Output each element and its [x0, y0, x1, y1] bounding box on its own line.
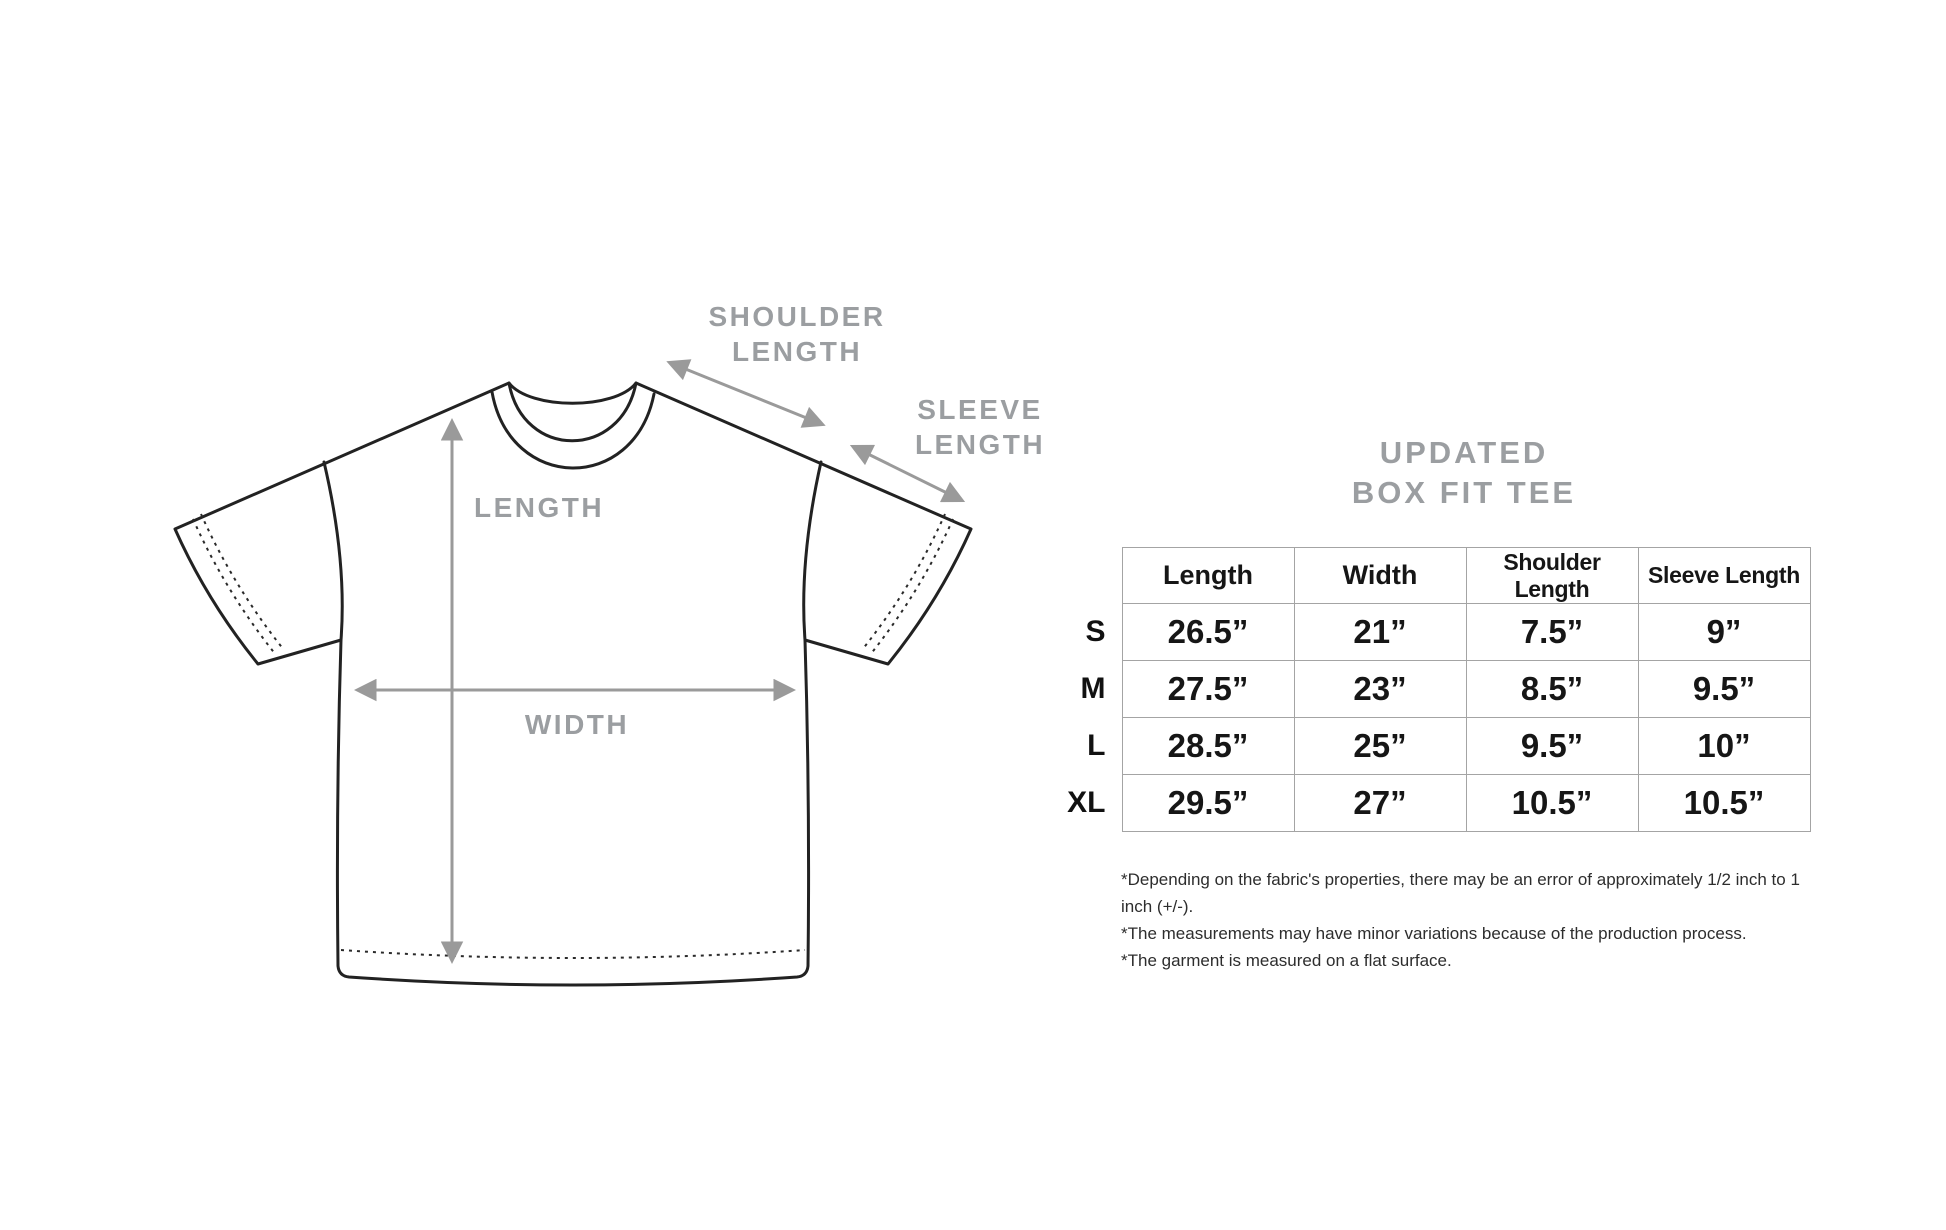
table-row-xl: XL 29.5” 27” 10.5” 10.5” — [1048, 774, 1811, 832]
chart-title-line1: UPDATED — [1379, 435, 1549, 470]
sleeve-length-label: SLEEVE LENGTH — [914, 394, 1046, 460]
col-header-sleeve-length: Sleeve Length — [1637, 547, 1811, 604]
footnote-flat-surface: *The garment is measured on a flat surfa… — [1121, 951, 1452, 970]
length-label: LENGTH — [474, 492, 605, 523]
sleeve-length-arrow — [849, 444, 966, 503]
cell-width: 25” — [1293, 717, 1467, 775]
cell-shoulder-length: 10.5” — [1465, 774, 1639, 832]
footnote-tolerance: *Depending on the fabric's properties, t… — [1121, 870, 1800, 916]
cell-sleeve-length: 9” — [1637, 603, 1811, 661]
cell-sleeve-length: 10” — [1637, 717, 1811, 775]
cell-length: 28.5” — [1121, 717, 1295, 775]
width-label: WIDTH — [524, 709, 630, 740]
size-label: S — [1085, 615, 1106, 648]
cell-sleeve-length: 9.5” — [1637, 660, 1811, 718]
header-row: Length Width Shoulder Length Sleeve Leng… — [1048, 547, 1811, 604]
chart-title-line2: BOX FIT TEE — [1351, 475, 1577, 510]
cell-shoulder-length: 8.5” — [1465, 660, 1639, 718]
col-header-shoulder-length: Shoulder Length — [1465, 547, 1639, 604]
footnotes: *Depending on the fabric's properties, t… — [1121, 866, 1821, 974]
header-corner-cell — [1048, 548, 1122, 604]
size-label: L — [1087, 729, 1106, 762]
shoulder-length-arrow — [666, 359, 826, 428]
cell-length: 26.5” — [1121, 603, 1295, 661]
table-row-m: M 27.5” 23” 8.5” 9.5” — [1048, 660, 1811, 718]
size-chart-table: Length Width Shoulder Length Sleeve Leng… — [1048, 547, 1811, 832]
cell-shoulder-length: 7.5” — [1465, 603, 1639, 661]
col-header-length: Length — [1121, 547, 1295, 604]
shoulder-length-label: SHOULDER LENGTH — [708, 301, 886, 367]
col-header-width: Width — [1293, 547, 1467, 604]
chart-title: UPDATED BOX FIT TEE — [1156, 433, 1772, 513]
measure-arrows — [354, 359, 966, 964]
cell-width: 21” — [1293, 603, 1467, 661]
cell-width: 23” — [1293, 660, 1467, 718]
size-label: XL — [1067, 786, 1106, 819]
cell-sleeve-length: 10.5” — [1637, 774, 1811, 832]
tshirt-outline — [173, 381, 973, 987]
size-label: M — [1080, 672, 1106, 705]
stitch-lines — [192, 513, 954, 959]
cell-length: 27.5” — [1121, 660, 1295, 718]
cell-width: 27” — [1293, 774, 1467, 832]
cell-length: 29.5” — [1121, 774, 1295, 832]
cell-shoulder-length: 9.5” — [1465, 717, 1639, 775]
table-row-s: S 26.5” 21” 7.5” 9” — [1048, 603, 1811, 661]
footnote-variations: *The measurements may have minor variati… — [1121, 924, 1747, 943]
table-row-l: L 28.5” 25” 9.5” 10” — [1048, 717, 1811, 775]
